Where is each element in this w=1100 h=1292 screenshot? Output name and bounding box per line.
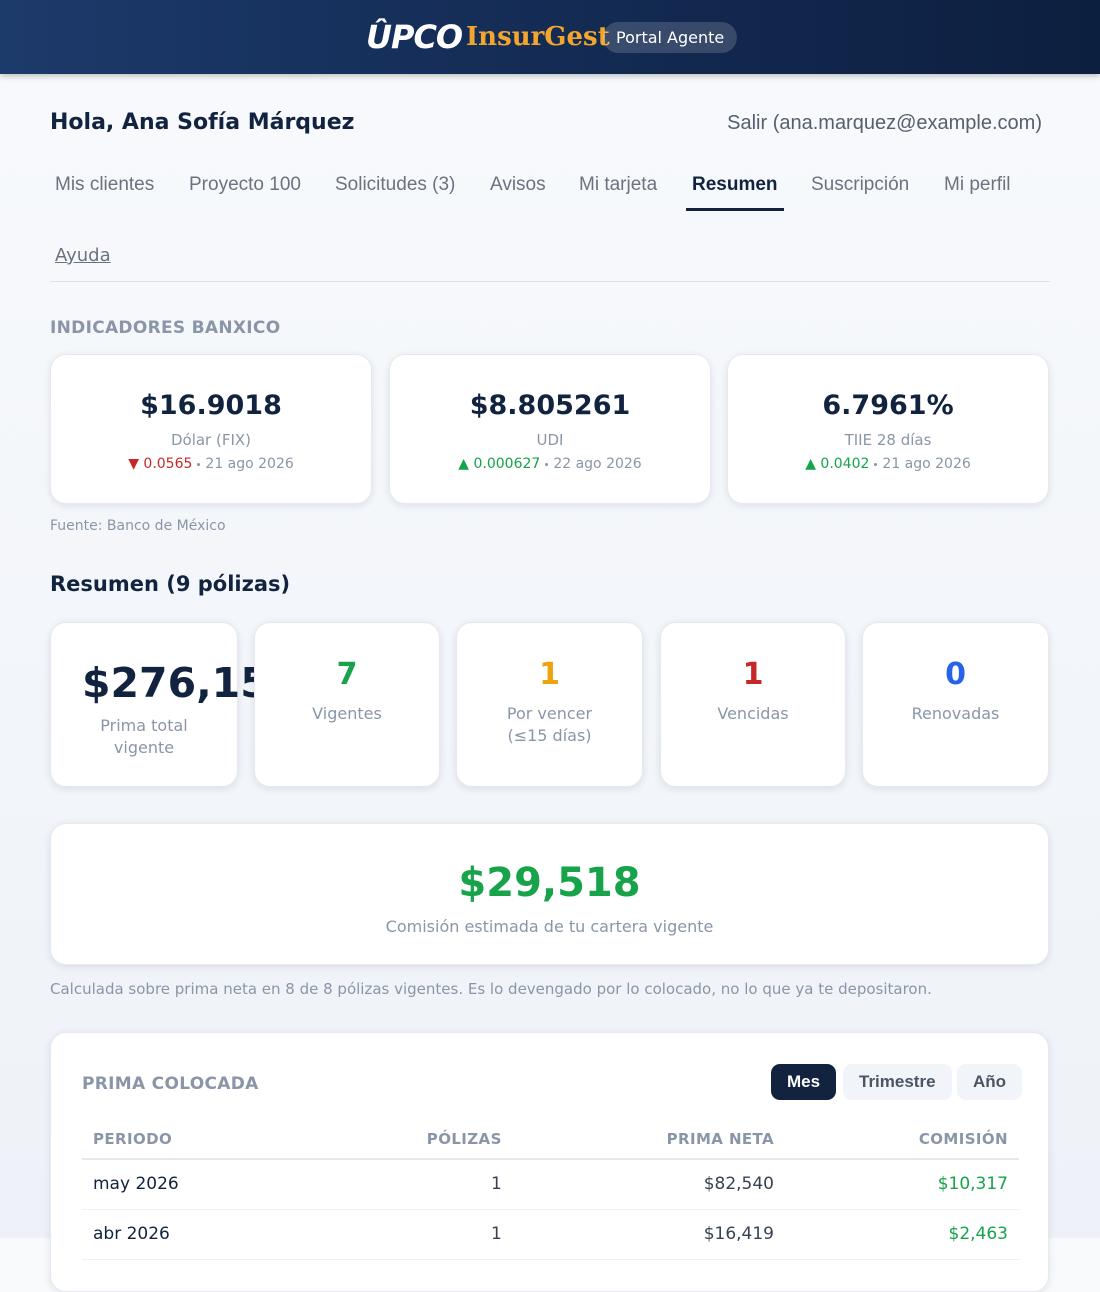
nav-tab[interactable]: Proyecto 100 [189, 174, 301, 195]
indicator-change: ▲ 0.000627 [458, 456, 541, 472]
nav-tab[interactable]: Suscripción [811, 174, 910, 195]
stat-card: 1 Por vencer (≤15 días) [456, 622, 643, 787]
indicator-change-row: ▼ 0.0565 21 ago 2026 [51, 456, 371, 472]
indicator-date: 22 ago 2026 [553, 456, 642, 472]
indicator-date: 21 ago 2026 [205, 456, 294, 472]
indicator-card: $8.805261 UDI ▲ 0.000627 22 ago 2026 [389, 354, 711, 504]
divider [50, 281, 1050, 282]
indicator-change-row: ▲ 0.0402 21 ago 2026 [728, 456, 1048, 472]
stat-value: 1 [539, 657, 560, 692]
nav-tab[interactable]: Solicitudes (3) [335, 174, 456, 195]
separator-dot [874, 462, 878, 466]
table-cell: 1 [308, 1209, 513, 1260]
period-button[interactable]: Mes [771, 1064, 837, 1100]
indicator-label: UDI [536, 431, 564, 449]
stat-card: 0 Renovadas [862, 622, 1049, 787]
indicator-label: TIIE 28 días [844, 431, 932, 449]
stat-value: 1 [742, 657, 764, 692]
prima-title: PRIMA COLOCADA [82, 1074, 259, 1094]
table-cell: may 2026 [82, 1159, 309, 1210]
nav-tab[interactable]: Mis clientes [55, 174, 155, 195]
table-cell: $2,463 [785, 1209, 1019, 1260]
table-cell: 1 [308, 1159, 513, 1210]
table-body: may 2026 1 $82,540 $10,317 abr 2026 1 $16,419 $… [82, 1159, 1019, 1260]
indicator-change: ▲ 0.0402 [805, 456, 870, 472]
indicator-value: $8.805261 [469, 390, 631, 421]
column-header: PÓLIZAS [308, 1124, 513, 1160]
table-cell: $10,317 [785, 1159, 1019, 1210]
prima-table: PERIODO PÓLIZAS PRIMA NETA COMISIÓN may 202… [82, 1124, 1019, 1260]
summary-title: Resumen (9 pólizas) [50, 572, 291, 596]
nav-tab[interactable]: Mi tarjeta [579, 174, 658, 195]
column-header: PRIMA NETA [512, 1124, 786, 1160]
stat-label: Prima total vigente [100, 716, 188, 757]
nav-tab[interactable]: Ayuda [55, 245, 111, 266]
logo: ÛPCO [366, 18, 463, 56]
section-title: INDICADORES BANXICO [50, 318, 281, 338]
stat-label: Por vencer (≤15 días) [506, 704, 593, 745]
nav-tab[interactable]: Resumen [686, 174, 784, 211]
stat-label: Vigentes [312, 704, 382, 723]
stat-label: Vencidas [717, 704, 789, 723]
indicator-card: $16.9018 Dólar (FIX) ▼ 0.0565 21 ago 2026 [50, 354, 372, 504]
table-cell: $16,419 [512, 1209, 786, 1260]
indicator-change-row: ▲ 0.000627 22 ago 2026 [390, 456, 710, 472]
greeting: Hola, Ana Sofía Márquez [50, 110, 355, 135]
table-row: may 2026 1 $82,540 $10,317 [82, 1159, 1019, 1210]
source-note: Fuente: Banco de México [50, 518, 226, 534]
indicator-change: ▼ 0.0565 [128, 456, 193, 472]
indicator-label: Dólar (FIX) [170, 431, 252, 449]
prima-card: PRIMA COLOCADA Mes Trimestre Año PERIODO PÓ… [50, 1032, 1049, 1292]
table-cell: $82,540 [512, 1159, 786, 1210]
stat-value: 7 [336, 657, 358, 692]
table-cell: abr 2026 [82, 1209, 309, 1260]
indicator-date: 21 ago 2026 [882, 456, 971, 472]
header-row: PERIODO PÓLIZAS PRIMA NETA COMISIÓN [82, 1124, 1019, 1160]
commission-card: $29,518 Comisión estimada de tu cartera … [50, 823, 1049, 965]
nav-tab[interactable]: Mi perfil [944, 174, 1011, 195]
stat-label: Renovadas [911, 704, 1000, 723]
column-header: PERIODO [82, 1124, 309, 1160]
stat-card: 1 Vencidas [660, 622, 846, 787]
separator-dot [197, 462, 201, 466]
table-row: abr 2026 1 $16,419 $2,463 [82, 1209, 1019, 1260]
commission-value: $29,518 [458, 860, 641, 906]
top-bar: ÛPCO InsurGest Portal Agente [0, 0, 1100, 74]
nav-tab[interactable]: Avisos [490, 174, 546, 195]
stat-value: 0 [945, 657, 966, 692]
stat-value: $276,150 [82, 659, 298, 707]
portal-badge: Portal Agente [603, 22, 738, 53]
separator-dot [545, 462, 549, 466]
period-button[interactable]: Año [957, 1064, 1023, 1100]
stat-card: $276,150 Prima total vigente [50, 622, 298, 787]
logout-link[interactable]: Salir (ana.marquez@example.com) [727, 112, 1042, 134]
period-button[interactable]: Trimestre [843, 1064, 952, 1100]
table-head: PERIODO PÓLIZAS PRIMA NETA COMISIÓN [82, 1124, 1019, 1160]
brand-name: InsurGest [466, 22, 610, 52]
indicator-card: 6.7961% TIIE 28 días ▲ 0.0402 21 ago 2026 [727, 354, 1049, 504]
commission-note: Calculada sobre prima neta en 8 de 8 pól… [50, 980, 932, 998]
indicator-value: $16.9018 [140, 390, 282, 421]
column-header: COMISIÓN [785, 1124, 1019, 1160]
stat-card: 7 Vigentes [254, 622, 440, 787]
commission-label: Comisión estimada de tu cartera vigente [385, 917, 714, 936]
indicator-value: 6.7961% [822, 390, 954, 421]
